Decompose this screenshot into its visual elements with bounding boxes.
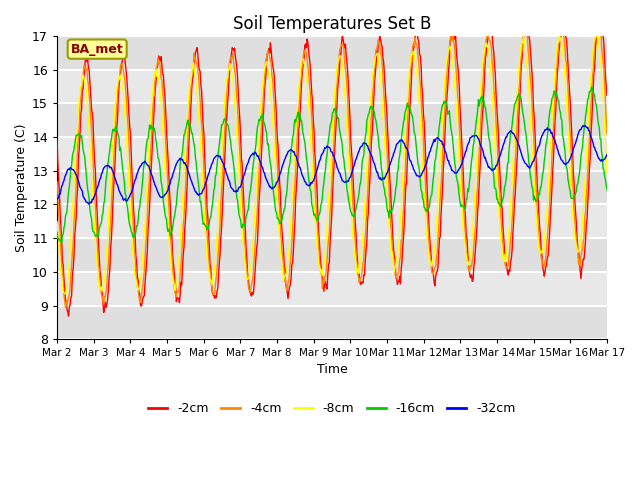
Text: BA_met: BA_met: [71, 43, 124, 56]
Title: Soil Temperatures Set B: Soil Temperatures Set B: [233, 15, 431, 33]
Bar: [57, 36, 607, 70]
Bar: [57, 137, 607, 171]
Bar: [57, 306, 607, 339]
Bar: [57, 70, 607, 103]
Bar: [57, 238, 607, 272]
Bar: [57, 272, 607, 306]
Bar: [57, 103, 607, 137]
Y-axis label: Soil Temperature (C): Soil Temperature (C): [15, 123, 28, 252]
Bar: [57, 171, 607, 204]
Bar: [57, 204, 607, 238]
X-axis label: Time: Time: [317, 362, 348, 375]
Legend: -2cm, -4cm, -8cm, -16cm, -32cm: -2cm, -4cm, -8cm, -16cm, -32cm: [143, 397, 520, 420]
